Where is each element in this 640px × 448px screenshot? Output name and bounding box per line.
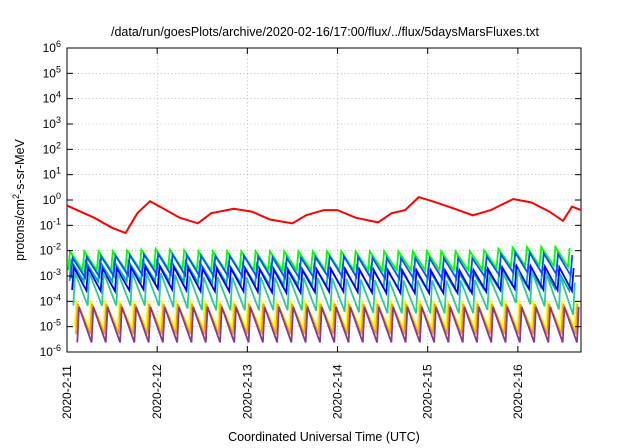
y-tick-exp: 1 xyxy=(56,166,61,176)
x-axis: 2020-2-11 2020-2-12 2020-2-13 2020-2-14 2020… xyxy=(60,48,525,419)
y-tick-base: 10 xyxy=(43,92,57,106)
y-tick-base: 10 xyxy=(40,294,54,308)
chart-title: /data/run/goesPlots/archive/2020-02-16/1… xyxy=(111,25,540,39)
y-tick-base: 10 xyxy=(40,218,54,232)
y-axis-label: protons/cm2-s-sr-MeV xyxy=(11,138,27,260)
y-tick-label: 100 xyxy=(43,191,61,207)
y-tick-label: 103 xyxy=(43,115,61,131)
y-tick-base: 10 xyxy=(43,168,57,182)
x-tick-label: 2020-2-12 xyxy=(150,364,164,419)
y-tick-exp: 5 xyxy=(56,64,61,74)
x-tick-label: 2020-2-13 xyxy=(240,364,254,419)
x-tick-label: 2020-2-16 xyxy=(511,364,525,419)
x-tick-label: 2020-2-14 xyxy=(331,364,345,419)
y-tick-exp: 3 xyxy=(56,115,61,125)
y-tick-base: 10 xyxy=(43,142,57,156)
series-line-5 xyxy=(72,269,576,316)
y-axis-label-base: protons/cm xyxy=(13,199,27,261)
y-tick-exp: 0 xyxy=(56,191,61,201)
y-tick-label: 105 xyxy=(43,64,61,80)
series-line-8 xyxy=(76,306,580,343)
y-tick-base: 10 xyxy=(40,345,54,359)
y-axis: 10610510410310210110010-110-210-310-410-… xyxy=(40,39,581,359)
y-axis-label-rest: -s-sr-MeV xyxy=(13,138,27,194)
y-tick-base: 10 xyxy=(43,117,57,131)
series-line-0 xyxy=(66,195,582,235)
series-layer xyxy=(66,195,582,343)
series-line-1 xyxy=(67,244,571,273)
y-tick-label: 10-2 xyxy=(40,242,61,258)
y-tick-label: 10-6 xyxy=(40,343,61,359)
x-axis-label: Coordinated Universal Time (UTC) xyxy=(228,430,420,444)
y-tick-exp: 4 xyxy=(56,90,61,100)
y-tick-exp: -5 xyxy=(53,318,61,328)
y-tick-exp: 2 xyxy=(56,140,61,150)
y-tick-label: 10-4 xyxy=(40,292,61,308)
y-axis-label-sup: 2 xyxy=(11,194,21,199)
y-tick-base: 10 xyxy=(43,193,57,207)
series-line-3 xyxy=(70,249,574,282)
y-tick-exp: -2 xyxy=(53,242,61,252)
y-tick-base: 10 xyxy=(40,320,54,334)
y-tick-label: 10-3 xyxy=(40,267,61,283)
y-tick-label: 10-5 xyxy=(40,318,61,334)
y-tick-label: 101 xyxy=(43,166,61,182)
y-tick-label: 10-1 xyxy=(40,216,61,232)
y-tick-label: 104 xyxy=(43,90,61,106)
y-tick-base: 10 xyxy=(43,66,57,80)
y-tick-base: 10 xyxy=(40,244,54,258)
y-tick-exp: -4 xyxy=(53,292,61,302)
y-tick-exp: -1 xyxy=(53,216,61,226)
y-tick-exp: -3 xyxy=(53,267,61,277)
y-tick-label: 102 xyxy=(43,140,61,156)
series-line-4 xyxy=(71,262,575,297)
y-tick-base: 10 xyxy=(40,269,54,283)
y-tick-label: 106 xyxy=(43,39,61,55)
x-tick-label: 2020-2-11 xyxy=(60,365,74,419)
y-tick-base: 10 xyxy=(43,41,57,55)
y-tick-exp: 6 xyxy=(56,39,61,49)
x-tick-label: 2020-2-15 xyxy=(421,364,435,419)
y-tick-exp: -6 xyxy=(53,343,61,353)
